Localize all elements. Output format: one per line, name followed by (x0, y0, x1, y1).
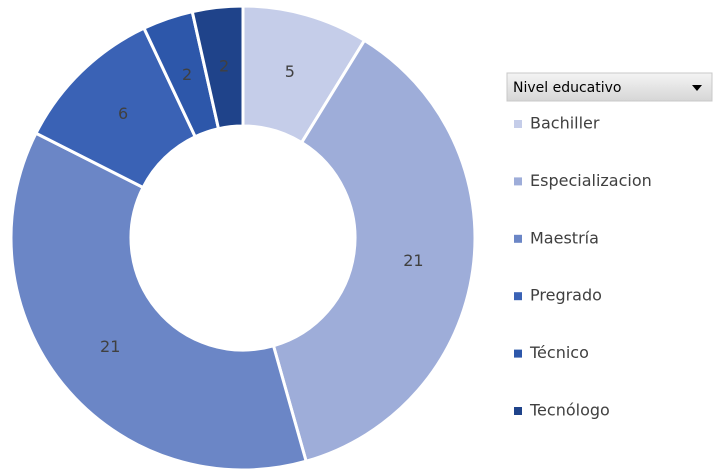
data-label: 21 (403, 251, 423, 270)
legend-label: Tecnólogo (529, 401, 610, 420)
data-label: 2 (219, 57, 229, 76)
legend-swatch (514, 234, 522, 243)
data-label: 21 (100, 337, 120, 356)
legend-label: Técnico (529, 343, 589, 362)
donut-slice (9, 131, 308, 471)
donut-slice (271, 38, 477, 464)
dropdown-arrow[interactable] (692, 85, 702, 91)
legend-label: Pregrado (530, 286, 602, 305)
legend-label: Especializacion (530, 171, 652, 190)
legend-swatch (514, 292, 522, 301)
legend-swatch (514, 177, 522, 186)
legend-header[interactable]: Nivel educativo (506, 72, 713, 102)
legend-title: Nivel educativo (513, 80, 621, 96)
donut-slice (190, 4, 245, 131)
legend-swatch (514, 349, 522, 358)
legend-swatch (514, 407, 522, 415)
data-label: 6 (118, 104, 128, 123)
legend-label: Bachiller (530, 114, 600, 133)
data-label: 5 (285, 62, 295, 81)
data-label: 2 (182, 65, 192, 84)
legend-swatch (514, 120, 522, 128)
legend-header-box[interactable] (506, 72, 713, 102)
legend-label: Maestría (530, 228, 599, 247)
